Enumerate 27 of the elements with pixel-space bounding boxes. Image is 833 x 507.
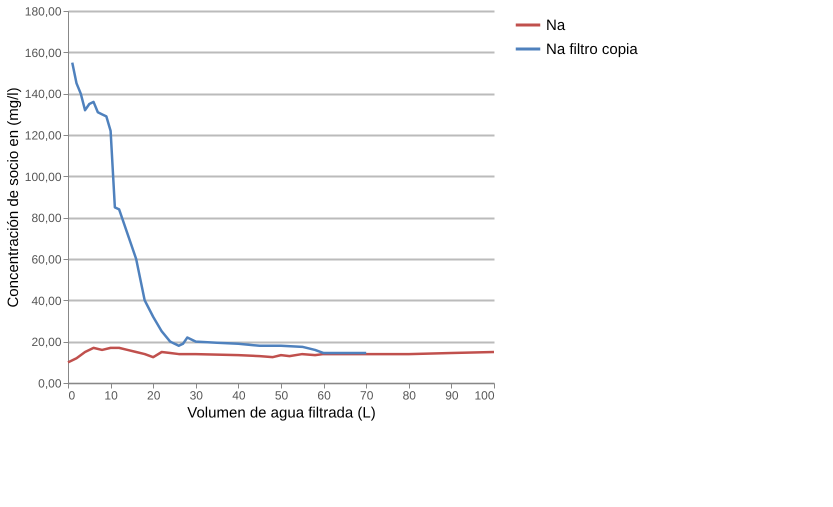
x-axis-title: Volumen de agua filtrada (L): [187, 404, 376, 422]
line-series: [71, 61, 368, 354]
x-tick-label: 30: [190, 388, 204, 402]
y-tick-label: 20,00: [31, 335, 62, 350]
legend-label: Na filtro copia: [546, 41, 638, 58]
x-tick-label: 0: [68, 388, 76, 402]
x-tick-label: 100: [474, 388, 495, 402]
y-tick-label: 160,00: [24, 46, 62, 60]
x-tick-label: 90: [445, 388, 459, 402]
y-tick-label: 60,00: [31, 252, 62, 266]
y-tick-label: 180,00: [24, 4, 62, 18]
y-tick-label: 140,00: [24, 87, 62, 102]
x-tick-label: 10: [104, 388, 118, 402]
y-tick-label: 40,00: [31, 294, 62, 308]
y-tick-label: 0,00: [38, 376, 62, 390]
x-tick-label: 60: [317, 388, 332, 402]
y-tick-label: 100,00: [24, 170, 62, 184]
y-tick-label: 120,00: [24, 128, 62, 142]
x-tick-label: 50: [274, 388, 288, 402]
y-tick-label: 80,00: [31, 211, 62, 226]
line-series: [66, 346, 496, 364]
x-tick-label: 70: [360, 388, 374, 402]
x-tick-label: 40: [232, 388, 246, 402]
x-tick-label: 80: [402, 388, 416, 402]
legend-label: Na: [546, 17, 566, 34]
x-tick-label: 20: [147, 388, 161, 402]
y-axis-title: Concentración de socio en (mg/l): [4, 87, 22, 308]
